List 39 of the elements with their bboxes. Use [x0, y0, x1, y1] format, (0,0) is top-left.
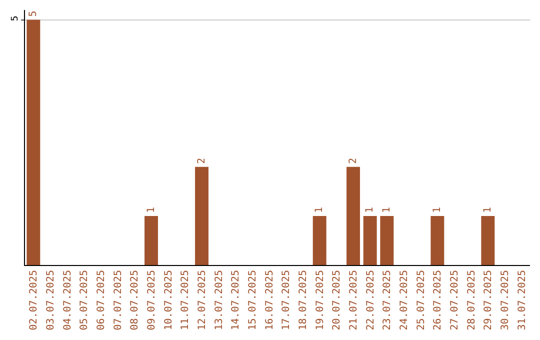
x-tick-label: 15.07.2025: [248, 270, 258, 330]
x-tick-label: 18.07.2025: [298, 270, 309, 330]
x-tick-label: 06.07.2025: [96, 270, 107, 330]
x-tick-label: 04.07.2025: [62, 270, 74, 330]
x-tick-label: 19.07.2025: [314, 270, 326, 330]
x-tick-label: 12.07.2025: [197, 270, 208, 330]
x-tick-label: 07.07.2025: [112, 270, 124, 330]
x-tick-label: 02.07.2025: [28, 270, 40, 330]
data-label: 1: [482, 206, 494, 213]
x-tick-label: 05.07.2025: [79, 270, 90, 330]
x-tick-label: 26.07.2025: [432, 270, 444, 330]
data-label: 2: [196, 158, 208, 164]
x-tick-label: 09.07.2025: [146, 270, 158, 330]
x-tick-label: 29.07.2025: [483, 270, 494, 330]
x-tick-label: 03.07.2025: [46, 270, 56, 330]
data-label: 1: [146, 206, 157, 213]
x-tick-label: 27.07.2025: [450, 270, 460, 330]
x-tick-label: 11.07.2025: [180, 270, 192, 330]
x-tick-label: 21.07.2025: [348, 270, 360, 330]
x-tick-label: 13.07.2025: [214, 270, 225, 330]
data-label: 5: [28, 10, 39, 17]
x-tick-label: 31.07.2025: [516, 270, 528, 330]
x-tick-label: 23.07.2025: [382, 270, 394, 330]
data-label: 1: [314, 206, 326, 213]
x-tick-label: 17.07.2025: [281, 270, 292, 330]
x-tick-label: 24.07.2025: [399, 270, 410, 330]
x-tick-label: 22.07.2025: [365, 270, 376, 330]
data-label: 1: [364, 206, 376, 213]
x-tick-label: 20.07.2025: [332, 270, 343, 330]
x-tick-label: 28.07.2025: [466, 270, 478, 330]
data-label: 1: [381, 206, 392, 213]
x-tick-label: 10.07.2025: [163, 270, 174, 330]
data-label: 2: [348, 158, 359, 164]
x-tick-label: 30.07.2025: [500, 270, 511, 330]
x-tick-label: 25.07.2025: [416, 270, 427, 330]
x-tick-label: 08.07.2025: [130, 270, 141, 330]
x-tick-label: 16.07.2025: [264, 270, 276, 330]
x-tick-label: 14.07.2025: [230, 270, 242, 330]
data-label: 1: [432, 206, 443, 213]
